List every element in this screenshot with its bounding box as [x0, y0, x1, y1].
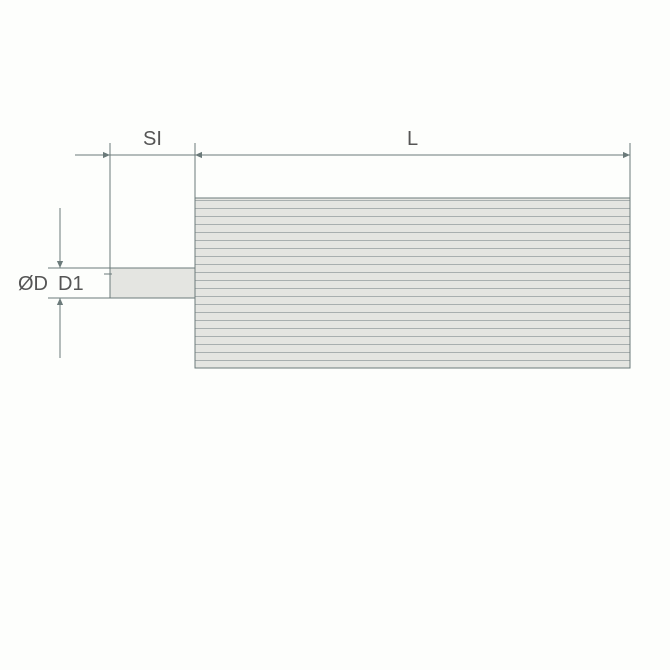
label-l: L — [407, 128, 418, 150]
shaft-stub — [110, 268, 195, 298]
label-d: ØD — [18, 273, 48, 295]
label-si: SI — [143, 128, 162, 150]
label-d1: D1 — [58, 273, 84, 295]
pulley-body — [195, 198, 630, 368]
technical-diagram: SI L ØD D1 — [18, 128, 630, 368]
